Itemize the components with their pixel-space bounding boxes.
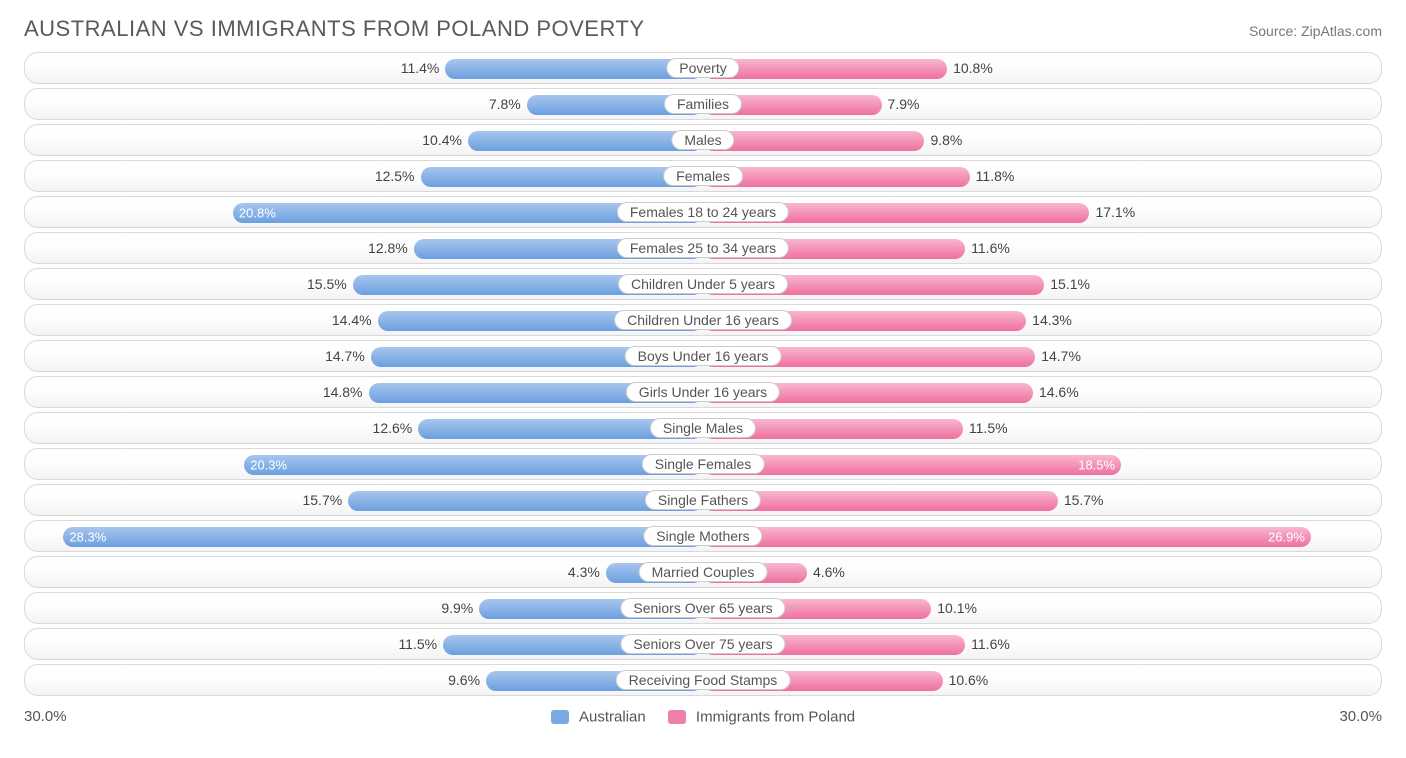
value-label-right: 11.6% (971, 636, 1010, 652)
chart-row: 4.3% 4.6% Married Couples (24, 556, 1382, 588)
value-label-right: 18.5% (1078, 458, 1115, 473)
value-label-right: 10.8% (953, 60, 993, 76)
value-label-right: 10.1% (937, 600, 977, 616)
chart-row: 14.4% 14.3% Children Under 16 years (24, 304, 1382, 336)
value-label-left: 10.4% (422, 132, 462, 148)
chart-row: 11.4% 10.8% Poverty (24, 52, 1382, 84)
category-label: Children Under 5 years (618, 274, 788, 294)
bar-left (468, 131, 703, 151)
chart-row: 9.6% 10.6% Receiving Food Stamps (24, 664, 1382, 696)
chart-title: AUSTRALIAN VS IMMIGRANTS FROM POLAND POV… (24, 16, 645, 42)
chart-row: 28.3% 26.9% Single Mothers (24, 520, 1382, 552)
chart-row: 11.5% 11.6% Seniors Over 75 years (24, 628, 1382, 660)
legend-item-right: Immigrants from Poland (668, 708, 855, 726)
category-label: Single Fathers (645, 490, 761, 510)
legend-label-left: Australian (579, 709, 646, 726)
legend-label-right: Immigrants from Poland (696, 709, 855, 726)
bar-left: 28.3% (63, 527, 703, 547)
legend-swatch-right (668, 710, 686, 724)
value-label-left: 4.3% (568, 564, 600, 580)
category-label: Children Under 16 years (614, 310, 792, 330)
chart-row: 12.8% 11.6% Females 25 to 34 years (24, 232, 1382, 264)
value-label-right: 11.8% (976, 168, 1015, 184)
category-label: Poverty (666, 58, 739, 78)
value-label-right: 10.6% (949, 672, 989, 688)
value-label-left: 7.8% (489, 96, 521, 112)
bar-left (421, 167, 703, 187)
legend-swatch-left (551, 710, 569, 724)
chart-row: 9.9% 10.1% Seniors Over 65 years (24, 592, 1382, 624)
value-label-left: 9.9% (441, 600, 473, 616)
category-label: Single Males (650, 418, 756, 438)
axis-max-right: 30.0% (1339, 708, 1382, 725)
bar-left (445, 59, 703, 79)
category-label: Families (664, 94, 742, 114)
bar-right (703, 167, 970, 187)
value-label-left: 20.3% (250, 458, 287, 473)
category-label: Seniors Over 65 years (620, 598, 785, 618)
category-label: Girls Under 16 years (626, 382, 780, 402)
value-label-right: 14.7% (1041, 348, 1081, 364)
value-label-right: 15.1% (1050, 276, 1090, 292)
value-label-right: 9.8% (930, 132, 962, 148)
chart-row: 20.3% 18.5% Single Females (24, 448, 1382, 480)
value-label-left: 11.5% (398, 636, 437, 652)
chart-row: 12.6% 11.5% Single Males (24, 412, 1382, 444)
value-label-left: 15.7% (302, 492, 342, 508)
bar-right (703, 131, 924, 151)
chart-row: 14.8% 14.6% Girls Under 16 years (24, 376, 1382, 408)
legend-item-left: Australian (551, 708, 646, 726)
category-label: Single Mothers (643, 526, 762, 546)
value-label-left: 11.4% (401, 60, 440, 76)
chart-row: 12.5% 11.8% Females (24, 160, 1382, 192)
value-label-left: 12.5% (375, 168, 415, 184)
category-label: Males (671, 130, 734, 150)
value-label-right: 17.1% (1095, 204, 1135, 220)
category-label: Females (663, 166, 743, 186)
bar-right: 18.5% (703, 455, 1121, 475)
value-label-left: 14.8% (323, 384, 363, 400)
value-label-left: 28.3% (69, 530, 106, 545)
category-label: Married Couples (639, 562, 768, 582)
value-label-right: 11.5% (969, 420, 1008, 436)
value-label-right: 15.7% (1064, 492, 1104, 508)
category-label: Receiving Food Stamps (616, 670, 791, 690)
value-label-left: 9.6% (448, 672, 480, 688)
category-label: Seniors Over 75 years (620, 634, 785, 654)
category-label: Boys Under 16 years (625, 346, 782, 366)
bar-right (703, 59, 947, 79)
value-label-left: 14.7% (325, 348, 365, 364)
diverging-bar-chart: 11.4% 10.8% Poverty 7.8% 7.9% Families 10.4% 9.… (0, 52, 1406, 696)
value-label-right: 11.6% (971, 240, 1010, 256)
chart-row: 10.4% 9.8% Males (24, 124, 1382, 156)
category-label: Females 18 to 24 years (617, 202, 789, 222)
chart-row: 17.1% 20.8% Females 18 to 24 years (24, 196, 1382, 228)
category-label: Females 25 to 34 years (617, 238, 789, 258)
value-label-right: 26.9% (1268, 530, 1305, 545)
chart-row: 15.7% 15.7% Single Fathers (24, 484, 1382, 516)
bar-right: 26.9% (703, 527, 1311, 547)
value-label-left: 15.5% (307, 276, 347, 292)
value-label-right: 14.6% (1039, 384, 1079, 400)
value-label-left: 12.6% (373, 420, 413, 436)
value-label-left: 12.8% (368, 240, 408, 256)
category-label: Single Females (642, 454, 765, 474)
legend: Australian Immigrants from Poland (67, 708, 1340, 726)
bar-left: 20.3% (244, 455, 703, 475)
chart-row: 7.8% 7.9% Families (24, 88, 1382, 120)
value-label-left: 14.4% (332, 312, 372, 328)
chart-row: 14.7% 14.7% Boys Under 16 years (24, 340, 1382, 372)
value-label-right: 14.3% (1032, 312, 1072, 328)
value-label-left: 20.8% (239, 206, 276, 221)
value-label-right: 4.6% (813, 564, 845, 580)
axis-max-left: 30.0% (24, 708, 67, 725)
chart-row: 15.5% 15.1% Children Under 5 years (24, 268, 1382, 300)
source-label: Source: ZipAtlas.com (1249, 23, 1382, 39)
value-label-right: 7.9% (888, 96, 920, 112)
